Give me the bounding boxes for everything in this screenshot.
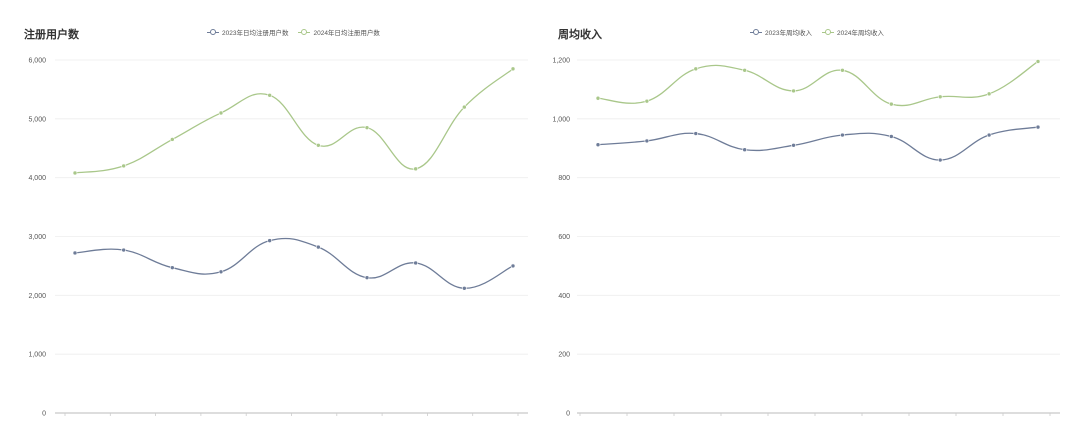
- line-chart-plot-area: 0 200 400 600 800 1,000 1,200: [552, 58, 1060, 418]
- series-line-2: [597, 60, 1039, 107]
- data-point-series-2[interactable]: [413, 166, 418, 172]
- data-point-series-1[interactable]: [121, 247, 126, 253]
- data-point-series-2[interactable]: [889, 101, 894, 107]
- data-point-series-2[interactable]: [170, 137, 175, 142]
- y-tick-label: 1,200: [552, 58, 570, 65]
- data-point-series-1[interactable]: [595, 142, 601, 148]
- data-point-series-1[interactable]: [72, 250, 78, 256]
- y-tick-label: 0: [566, 411, 570, 418]
- data-point-series-1[interactable]: [937, 157, 943, 163]
- data-point-series-2[interactable]: [267, 93, 272, 98]
- data-point-series-2[interactable]: [218, 110, 224, 116]
- data-point-series-1[interactable]: [644, 138, 650, 144]
- chart-panel-right: 周均收入 2023年周均收入 2024年周均收入 0 200 400 600 800 1,…: [540, 0, 1080, 433]
- data-point-series-1[interactable]: [889, 134, 894, 139]
- data-point-series-2[interactable]: [644, 98, 650, 104]
- y-tick-label: 3,000: [28, 234, 46, 241]
- y-tick-label: 600: [558, 234, 570, 241]
- data-point-series-2[interactable]: [462, 104, 467, 110]
- data-point-series-1[interactable]: [267, 238, 272, 243]
- data-point-series-1[interactable]: [170, 265, 175, 270]
- chart-panel-left: 注册用户数 2023年日均注册用户数 2024年日均注册用户数 0 1,000 2,…: [24, 27, 528, 418]
- data-point-series-2[interactable]: [364, 125, 370, 130]
- y-tick-label: 2,000: [28, 293, 46, 300]
- legend-item-series-1[interactable]: 2023年周均收入: [750, 27, 812, 37]
- y-tick-label: 1,000: [28, 352, 46, 359]
- data-point-series-1[interactable]: [462, 285, 467, 291]
- data-point-series-1[interactable]: [742, 147, 747, 153]
- series-line-1: [74, 237, 514, 289]
- legend-swatch-series-1: [207, 28, 219, 36]
- legend-label-series-1: 2023年周均收入: [765, 30, 812, 37]
- legend-item-series-1[interactable]: 2023年日均注册用户数: [207, 27, 288, 37]
- data-point-series-1[interactable]: [316, 244, 321, 250]
- data-point-series-2[interactable]: [791, 88, 796, 94]
- legend-item-series-2[interactable]: 2024年日均注册用户数: [298, 27, 380, 37]
- data-point-series-1[interactable]: [693, 131, 699, 136]
- data-point-series-2[interactable]: [510, 66, 516, 72]
- data-point-series-2[interactable]: [121, 163, 126, 169]
- data-point-series-2[interactable]: [937, 94, 943, 100]
- legend-label-series-2: 2024年日均注册用户数: [313, 30, 380, 37]
- legend-label-series-2: 2024年周均收入: [836, 30, 884, 37]
- y-tick-label: 5,000: [28, 116, 46, 123]
- data-point-series-2[interactable]: [595, 95, 601, 101]
- data-point-series-2[interactable]: [742, 67, 747, 73]
- data-point-series-1[interactable]: [986, 132, 992, 138]
- data-point-series-2[interactable]: [72, 170, 78, 176]
- y-tick-label: 1,000: [552, 116, 570, 123]
- data-point-series-1[interactable]: [413, 260, 418, 266]
- chart-legend: 2023年周均收入 2024年周均收入: [750, 27, 884, 37]
- legend-swatch-series-2: [821, 28, 834, 36]
- data-point-series-2[interactable]: [693, 66, 699, 72]
- legend-item-series-2[interactable]: 2024年周均收入: [821, 27, 884, 37]
- data-point-series-2[interactable]: [316, 143, 321, 148]
- chart-title: 周均收入: [558, 29, 602, 41]
- data-point-series-2[interactable]: [986, 91, 992, 97]
- y-tick-label: 800: [558, 175, 570, 182]
- y-tick-label: 6,000: [28, 58, 46, 65]
- series-line-1: [597, 126, 1039, 161]
- data-point-series-1[interactable]: [791, 143, 796, 148]
- y-tick-label: 0: [42, 411, 46, 418]
- data-point-series-1[interactable]: [1035, 124, 1041, 130]
- series-line-2: [74, 68, 514, 174]
- chart-legend: 2023年日均注册用户数 2024年日均注册用户数: [207, 27, 380, 37]
- y-tick-label: 400: [558, 293, 570, 300]
- chart-title: 注册用户数: [24, 29, 79, 41]
- y-tick-label: 200: [558, 352, 570, 359]
- data-point-series-1[interactable]: [510, 263, 516, 269]
- data-point-series-2[interactable]: [840, 67, 845, 73]
- legend-swatch-series-1: [750, 28, 762, 36]
- data-point-series-1[interactable]: [364, 275, 370, 280]
- data-point-series-1[interactable]: [218, 269, 224, 275]
- legend-swatch-series-2: [298, 28, 311, 36]
- data-point-series-1[interactable]: [840, 132, 845, 138]
- data-point-series-2[interactable]: [1035, 59, 1041, 64]
- y-tick-label: 4,000: [28, 175, 46, 182]
- line-chart-plot-area: 0 1,000 2,000 3,000 4,000 5,000 6,000: [28, 58, 528, 418]
- legend-label-series-1: 2023年日均注册用户数: [222, 30, 289, 37]
